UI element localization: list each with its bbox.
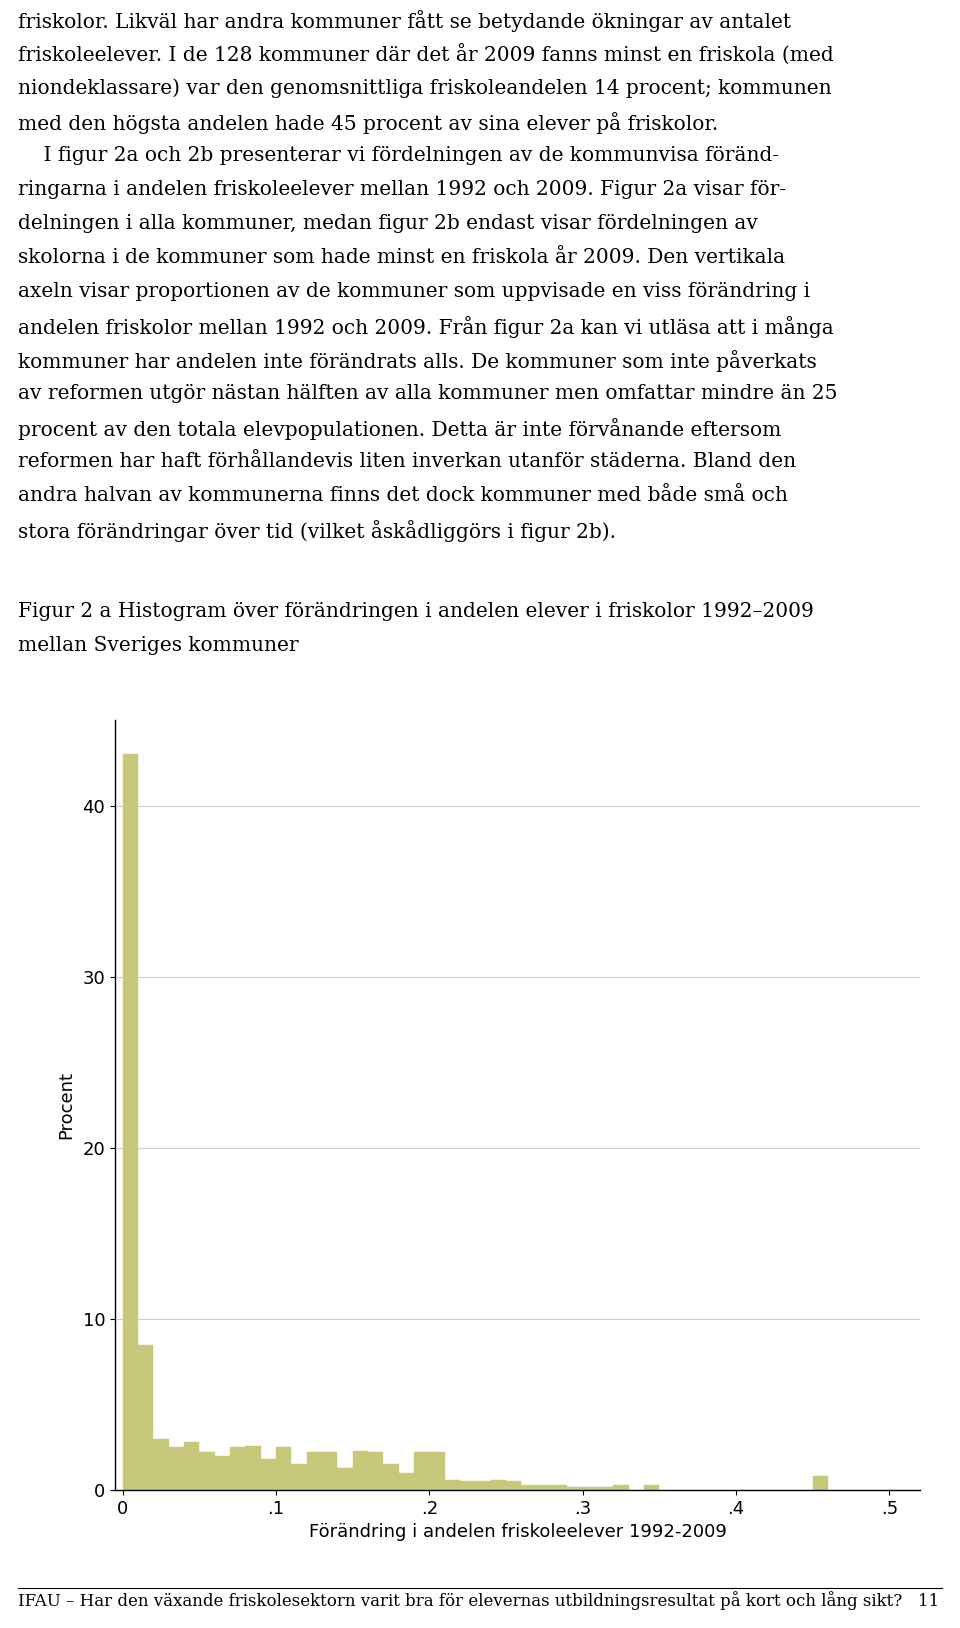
Bar <box>306 1452 322 1490</box>
Bar <box>398 1473 414 1490</box>
Y-axis label: Procent: Procent <box>58 1071 76 1140</box>
Bar <box>291 1464 306 1490</box>
Bar <box>429 1452 444 1490</box>
Bar <box>352 1451 368 1490</box>
Text: stora förändringar över tid (vilket åskådliggörs i figur 2b).: stora förändringar över tid (vilket åskå… <box>18 519 616 542</box>
Text: skolorna i de kommuner som hade minst en friskola år 2009. Den vertikala: skolorna i de kommuner som hade minst en… <box>18 247 785 267</box>
Text: ringarna i andelen friskoleelever mellan 1992 och 2009. Figur 2a visar för-: ringarna i andelen friskoleelever mellan… <box>18 181 786 199</box>
Bar <box>184 1442 200 1490</box>
Text: Figur 2 a Histogram över förändringen i andelen elever i friskolor 1992–2009: Figur 2 a Histogram över förändringen i … <box>18 602 814 620</box>
Text: mellan Sveriges kommuner: mellan Sveriges kommuner <box>18 637 299 654</box>
Bar <box>521 1485 537 1490</box>
Bar <box>200 1452 215 1490</box>
Bar <box>444 1480 460 1490</box>
Bar <box>460 1481 475 1490</box>
Text: IFAU – Har den växande friskolesektorn varit bra för elevernas utbildningsresult: IFAU – Har den växande friskolesektorn v… <box>18 1591 939 1610</box>
Bar <box>613 1485 629 1490</box>
Text: axeln visar proportionen av de kommuner som uppvisade en viss förändring i: axeln visar proportionen av de kommuner … <box>18 282 810 301</box>
Bar <box>552 1485 567 1490</box>
Text: reformen har haft förhållandevis liten inverkan utanför städerna. Bland den: reformen har haft förhållandevis liten i… <box>18 453 796 470</box>
Bar <box>276 1447 291 1490</box>
Bar <box>567 1486 583 1490</box>
Text: I figur 2a och 2b presenterar vi fördelningen av de kommunvisa föränd-: I figur 2a och 2b presenterar vi fördeln… <box>18 147 780 164</box>
Bar <box>537 1485 552 1490</box>
Bar <box>491 1480 506 1490</box>
Bar <box>123 754 138 1490</box>
Bar <box>368 1452 383 1490</box>
Bar <box>337 1468 352 1490</box>
Text: friskoleelever. I de 128 kommuner där det år 2009 fanns minst en friskola (med: friskoleelever. I de 128 kommuner där de… <box>18 44 833 65</box>
Bar <box>414 1452 429 1490</box>
X-axis label: Förändring i andelen friskoleelever 1992-2009: Förändring i andelen friskoleelever 1992… <box>308 1524 727 1542</box>
Bar <box>598 1486 613 1490</box>
Bar <box>506 1481 521 1490</box>
Text: andelen friskolor mellan 1992 och 2009. Från figur 2a kan vi utläsa att i många: andelen friskolor mellan 1992 och 2009. … <box>18 316 833 339</box>
Text: andra halvan av kommunerna finns det dock kommuner med både små och: andra halvan av kommunerna finns det doc… <box>18 487 788 505</box>
Bar <box>215 1455 230 1490</box>
Bar <box>246 1446 261 1490</box>
Text: procent av den totala elevpopulationen. Detta är inte förvånande eftersom: procent av den totala elevpopulationen. … <box>18 418 781 440</box>
Bar <box>644 1485 660 1490</box>
Bar <box>230 1447 246 1490</box>
Bar <box>138 1345 154 1490</box>
Text: med den högsta andelen hade 45 procent av sina elever på friskolor.: med den högsta andelen hade 45 procent a… <box>18 112 718 133</box>
Text: kommuner har andelen inte förändrats alls. De kommuner som inte påverkats: kommuner har andelen inte förändrats all… <box>18 350 817 373</box>
Text: friskolor. Likväl har andra kommuner fått se betydande ökningar av antalet: friskolor. Likväl har andra kommuner fåt… <box>18 10 791 33</box>
Bar <box>583 1486 598 1490</box>
Bar <box>154 1439 169 1490</box>
Bar <box>169 1447 184 1490</box>
Bar <box>475 1481 491 1490</box>
Bar <box>261 1459 276 1490</box>
Bar <box>383 1464 398 1490</box>
Text: delningen i alla kommuner, medan figur 2b endast visar fördelningen av: delningen i alla kommuner, medan figur 2… <box>18 213 757 233</box>
Bar <box>813 1477 828 1490</box>
Text: av reformen utgör nästan hälften av alla kommuner men omfattar mindre än 25: av reformen utgör nästan hälften av alla… <box>18 384 837 404</box>
Text: niondeklassare) var den genomsnittliga friskoleandelen 14 procent; kommunen: niondeklassare) var den genomsnittliga f… <box>18 78 831 98</box>
Bar <box>322 1452 337 1490</box>
